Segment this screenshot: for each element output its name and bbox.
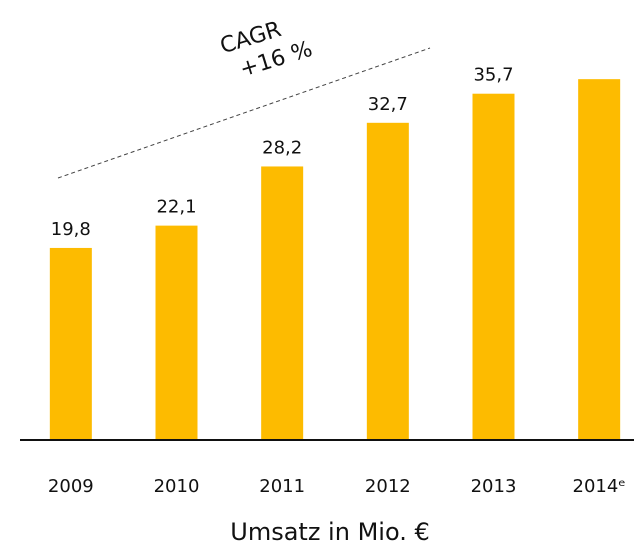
x-tick-label: 2009: [48, 476, 94, 497]
cagr-annotation: CAGR +16 %: [217, 17, 315, 82]
x-tick-label: 2010: [154, 476, 200, 497]
value-label: 22,1: [156, 197, 196, 218]
value-label: 19,8: [51, 219, 91, 240]
bar: [49, 247, 92, 440]
value-label: 32,7: [368, 94, 408, 115]
trend-line: [57, 47, 431, 179]
bar: [366, 122, 409, 440]
x-tick-label: 2014ᵉ: [573, 476, 626, 497]
bar: [261, 166, 304, 440]
value-label: 35,7: [473, 65, 513, 86]
x-axis-label: Umsatz in Mio. €: [230, 518, 429, 546]
x-tick-label: 2012: [365, 476, 411, 497]
bar: [578, 79, 621, 440]
x-tick-label: 2011: [259, 476, 305, 497]
bar: [472, 93, 515, 441]
x-tick-label: 2013: [471, 476, 517, 497]
value-label: 28,2: [262, 137, 302, 158]
bar: [155, 225, 198, 440]
